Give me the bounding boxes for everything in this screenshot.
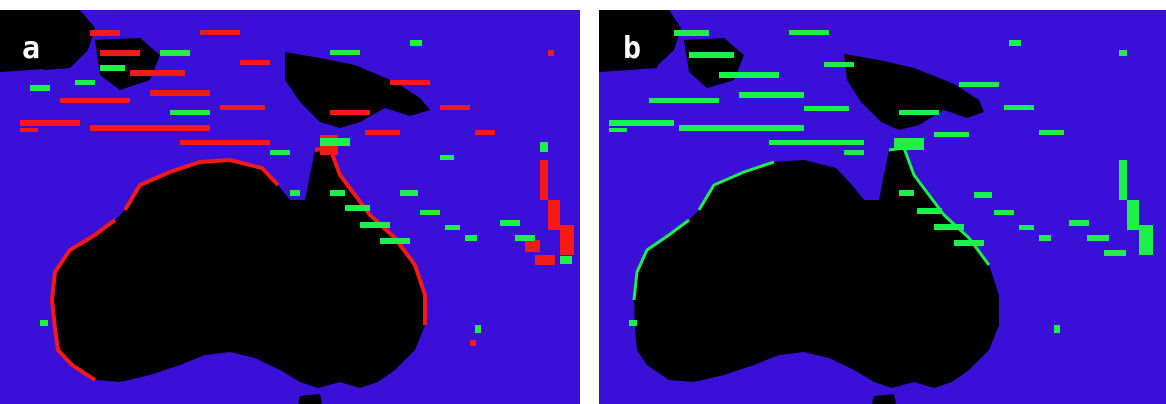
green-pixels	[30, 40, 572, 333]
panel-label-badge	[0, 24, 66, 72]
panel-label-badge	[599, 24, 665, 72]
green-pixels	[609, 30, 1153, 333]
new-guinea-land	[285, 52, 430, 128]
australia-land	[634, 148, 999, 388]
australia-land	[52, 148, 425, 388]
panel-label-b: b	[623, 31, 641, 66]
map-b-svg: b	[599, 10, 1166, 404]
map-a-svg: a	[0, 10, 580, 404]
red-pixels	[20, 30, 574, 346]
tasmania-land	[298, 394, 322, 404]
new-guinea-land	[844, 54, 984, 130]
map-panel-b: b	[599, 10, 1166, 404]
map-panel-a: a	[0, 10, 580, 404]
panel-divider	[589, 0, 599, 404]
red-coast-australia	[49, 145, 427, 382]
panel-label-a: a	[22, 31, 40, 66]
tasmania-land	[872, 394, 896, 404]
